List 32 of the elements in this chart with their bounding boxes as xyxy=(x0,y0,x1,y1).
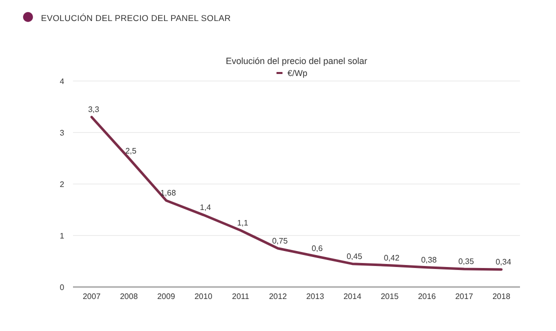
x-tick-label: 2018 xyxy=(492,292,511,301)
data-label: 1,1 xyxy=(237,218,249,228)
x-tick-label: 2009 xyxy=(157,292,176,301)
data-label: 1,68 xyxy=(160,188,176,198)
x-tick-label: 2013 xyxy=(306,292,325,301)
x-tick-label: 2012 xyxy=(268,292,288,301)
data-label: 0,34 xyxy=(496,257,512,266)
y-tick-label: 2 xyxy=(60,180,65,189)
x-tick-label: 2008 xyxy=(120,292,138,301)
x-tick-label: 2017 xyxy=(455,292,474,301)
x-tick-label: 2010 xyxy=(194,292,213,301)
data-label: 2,5 xyxy=(125,146,137,156)
x-tick-label: 2007 xyxy=(82,292,102,301)
data-label: 0,38 xyxy=(421,255,438,264)
x-tick-label: 2016 xyxy=(418,292,436,301)
y-tick-label: 1 xyxy=(60,232,65,240)
data-label: 0,75 xyxy=(272,236,288,246)
data-label: 0,35 xyxy=(458,256,474,266)
data-label: 0,45 xyxy=(346,252,363,261)
x-tick-label: 2014 xyxy=(343,292,362,301)
x-tick-label: 2015 xyxy=(380,292,400,301)
data-label: 1,4 xyxy=(200,202,212,212)
x-tick-label: 2011 xyxy=(232,292,250,301)
data-label: 3,3 xyxy=(88,105,100,114)
chart-subtitle: Evolución del precio del panel solar xyxy=(226,56,368,66)
data-label: 0,42 xyxy=(384,253,400,262)
y-tick-label: 3 xyxy=(60,128,65,138)
y-tick-label: 0 xyxy=(60,283,65,292)
data-label: 0,6 xyxy=(312,244,324,254)
legend-label: €/Wp xyxy=(288,68,308,78)
chart-title: EVOLUCIÓN DEL PRECIO DEL PANEL SOLAR xyxy=(41,13,231,23)
y-tick-label: 4 xyxy=(60,77,65,86)
